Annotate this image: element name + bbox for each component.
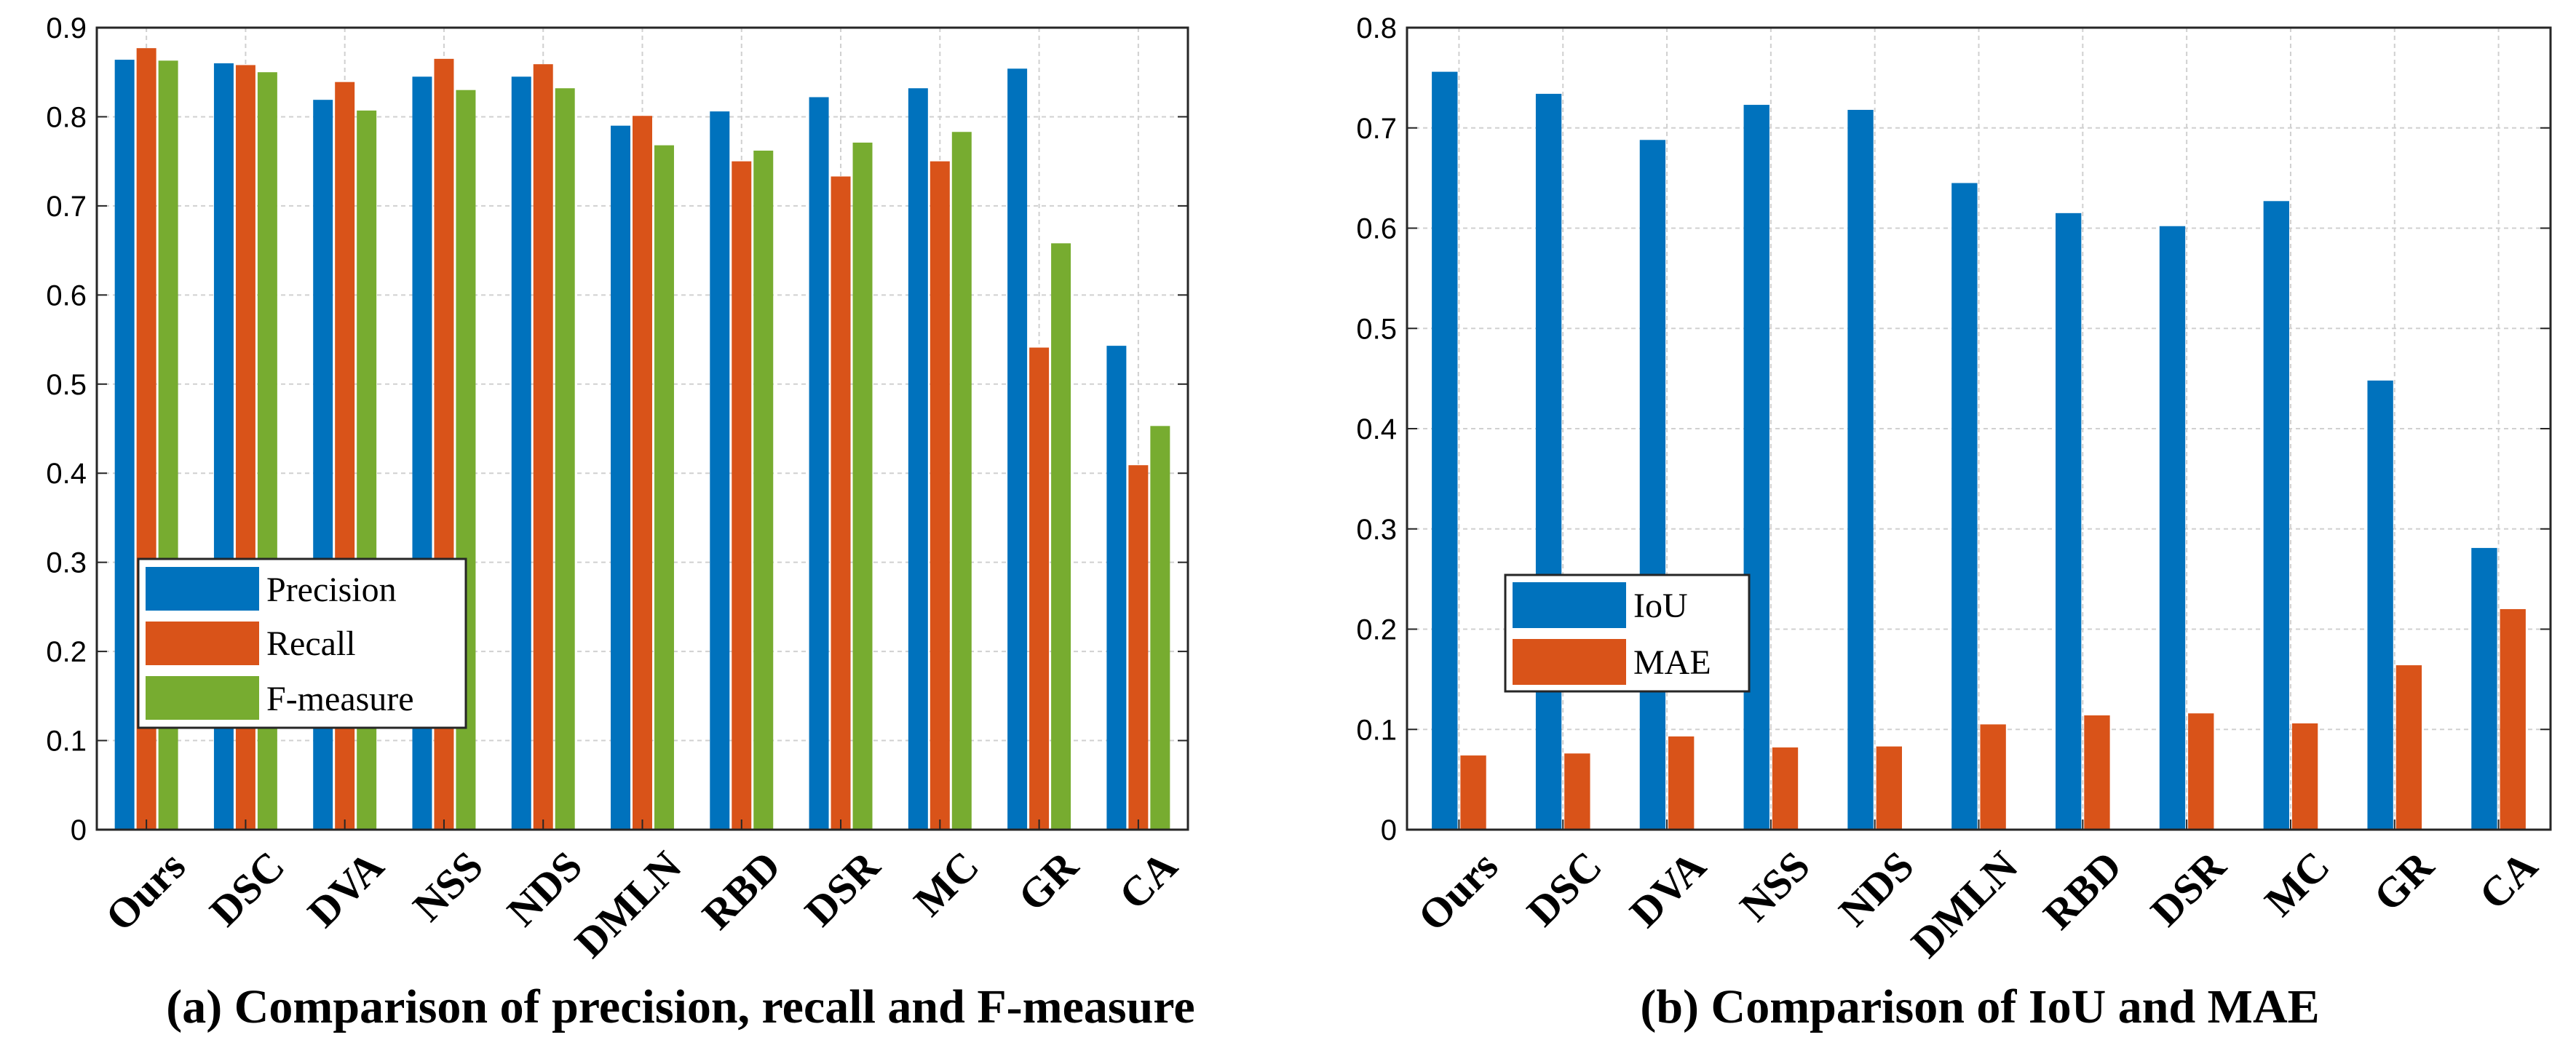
bar-precision-gr (1007, 68, 1028, 830)
bar-f-measure-gr (1051, 243, 1071, 830)
chart-a-y-tick-label: 0.1 (46, 726, 87, 758)
chart-a-y-tick-label: 0.4 (46, 458, 87, 490)
legend-precision-label: Precision (266, 571, 397, 609)
bar-precision-nds (511, 76, 531, 830)
bar-recall-dmln (633, 116, 652, 830)
bar-precision-ours (114, 60, 135, 830)
chart-a-title: (a) Comparison of precision, recall and … (166, 980, 1194, 1033)
chart-a-y-tick-label: 0.3 (46, 547, 87, 579)
legend-fmeasure-label: F-measure (266, 680, 414, 718)
bar-precision-mc (908, 88, 928, 830)
chart-b: 00.10.20.30.40.50.60.70.8 Ours DSC DVA NSS N… (1356, 12, 2552, 1033)
chart-b-grid (1407, 28, 2551, 830)
bar-precision-dsr (809, 97, 829, 830)
bar-mae-dva (1668, 736, 1695, 830)
legend-mae-label: MAE (1633, 643, 1711, 682)
chart-b-y-tick-label: 0 (1381, 814, 1397, 846)
chart-b-y-tick-label: 0.2 (1356, 614, 1397, 646)
chart-a-y-tick-label: 0.8 (46, 101, 87, 133)
legend-fmeasure-swatch (146, 676, 259, 720)
chart-a-y-tick-label: 0.6 (46, 279, 87, 311)
chart-a-y-tick-label: 0.2 (46, 636, 87, 668)
chart-a-y-tick-label: 0.5 (46, 369, 87, 401)
bar-iou-nss (1743, 105, 1769, 830)
bar-iou-ca (2471, 547, 2497, 830)
bar-precision-ca (1106, 346, 1127, 830)
chart-b-y-tick-label: 0.4 (1356, 413, 1397, 445)
legend-precision-swatch (146, 567, 259, 611)
chart-b-y-tick-label: 0.8 (1356, 12, 1397, 44)
chart-b-y-tick-label: 0.3 (1356, 514, 1397, 546)
legend-recall-label: Recall (266, 624, 356, 663)
legend-mae-swatch (1513, 639, 1626, 685)
bar-precision-dmln (611, 125, 631, 830)
bar-mae-ca (2500, 608, 2526, 830)
chart-b-y-tick-label: 0.5 (1356, 313, 1397, 345)
chart-a-y-tick-label: 0.9 (46, 12, 87, 44)
legend-iou-swatch (1513, 582, 1626, 628)
bar-mae-nds (1876, 746, 1902, 830)
chart-b-y-tick-label: 0.7 (1356, 113, 1397, 145)
chart-a-y-tick-label: 0 (71, 814, 87, 846)
bar-mae-nss (1772, 747, 1799, 830)
bar-mae-dsc (1564, 753, 1590, 830)
bar-precision-rbd (710, 111, 730, 830)
bar-mae-mc (2291, 723, 2318, 830)
bar-iou-ours (1432, 71, 1458, 830)
bar-mae-dsr (2188, 713, 2214, 830)
bar-recall-gr (1029, 347, 1050, 830)
bar-f-measure-rbd (753, 150, 774, 830)
bar-iou-dva (1639, 140, 1666, 830)
bar-recall-nds (533, 64, 553, 830)
bar-iou-gr (2367, 380, 2393, 830)
bar-recall-dsr (831, 176, 851, 830)
chart-b-y-ticks: 0 0.1 0.2 0.3 0.4 0.5 0.6 0.7 0.8 (1356, 12, 2551, 846)
chart-b-title: (b) Comparison of IoU and MAE (1640, 980, 2319, 1033)
chart-a-y-tick-label: 0.7 (46, 191, 87, 223)
bar-f-measure-dmln (654, 145, 674, 830)
chart-a-y-ticks: 0 0.1 0.2 0.3 0.4 0.5 0.6 0.7 0.8 0.9 (46, 12, 1188, 846)
bar-mae-dmln (1980, 724, 2006, 830)
chart-b-y-tick-label: 0.6 (1356, 213, 1397, 245)
chart-a-legend: Precision Recall F-measure (137, 557, 467, 729)
bar-recall-rbd (732, 161, 752, 830)
bar-f-measure-nds (555, 88, 575, 830)
bar-iou-dsr (2159, 226, 2186, 830)
chart-b-legend: IoU MAE (1504, 573, 1751, 693)
bar-iou-rbd (2056, 213, 2082, 830)
bar-mae-ours (1460, 755, 1486, 830)
legend-iou-label: IoU (1633, 587, 1688, 625)
bar-recall-ca (1128, 465, 1149, 830)
bar-iou-dmln (1951, 183, 1978, 830)
legend-recall-swatch (146, 622, 259, 665)
chart-b-y-tick-label: 0.1 (1356, 714, 1397, 746)
bar-f-measure-dsr (852, 142, 873, 830)
chart-b-bars (1432, 71, 2526, 830)
bar-iou-mc (2263, 201, 2289, 830)
bar-iou-nds (1847, 109, 1874, 830)
bar-f-measure-mc (951, 132, 972, 830)
bar-mae-rbd (2084, 715, 2110, 830)
bar-mae-gr (2395, 665, 2422, 830)
bar-f-measure-ca (1150, 426, 1170, 830)
bar-recall-mc (930, 161, 950, 830)
bar-iou-dsc (1535, 93, 1562, 830)
